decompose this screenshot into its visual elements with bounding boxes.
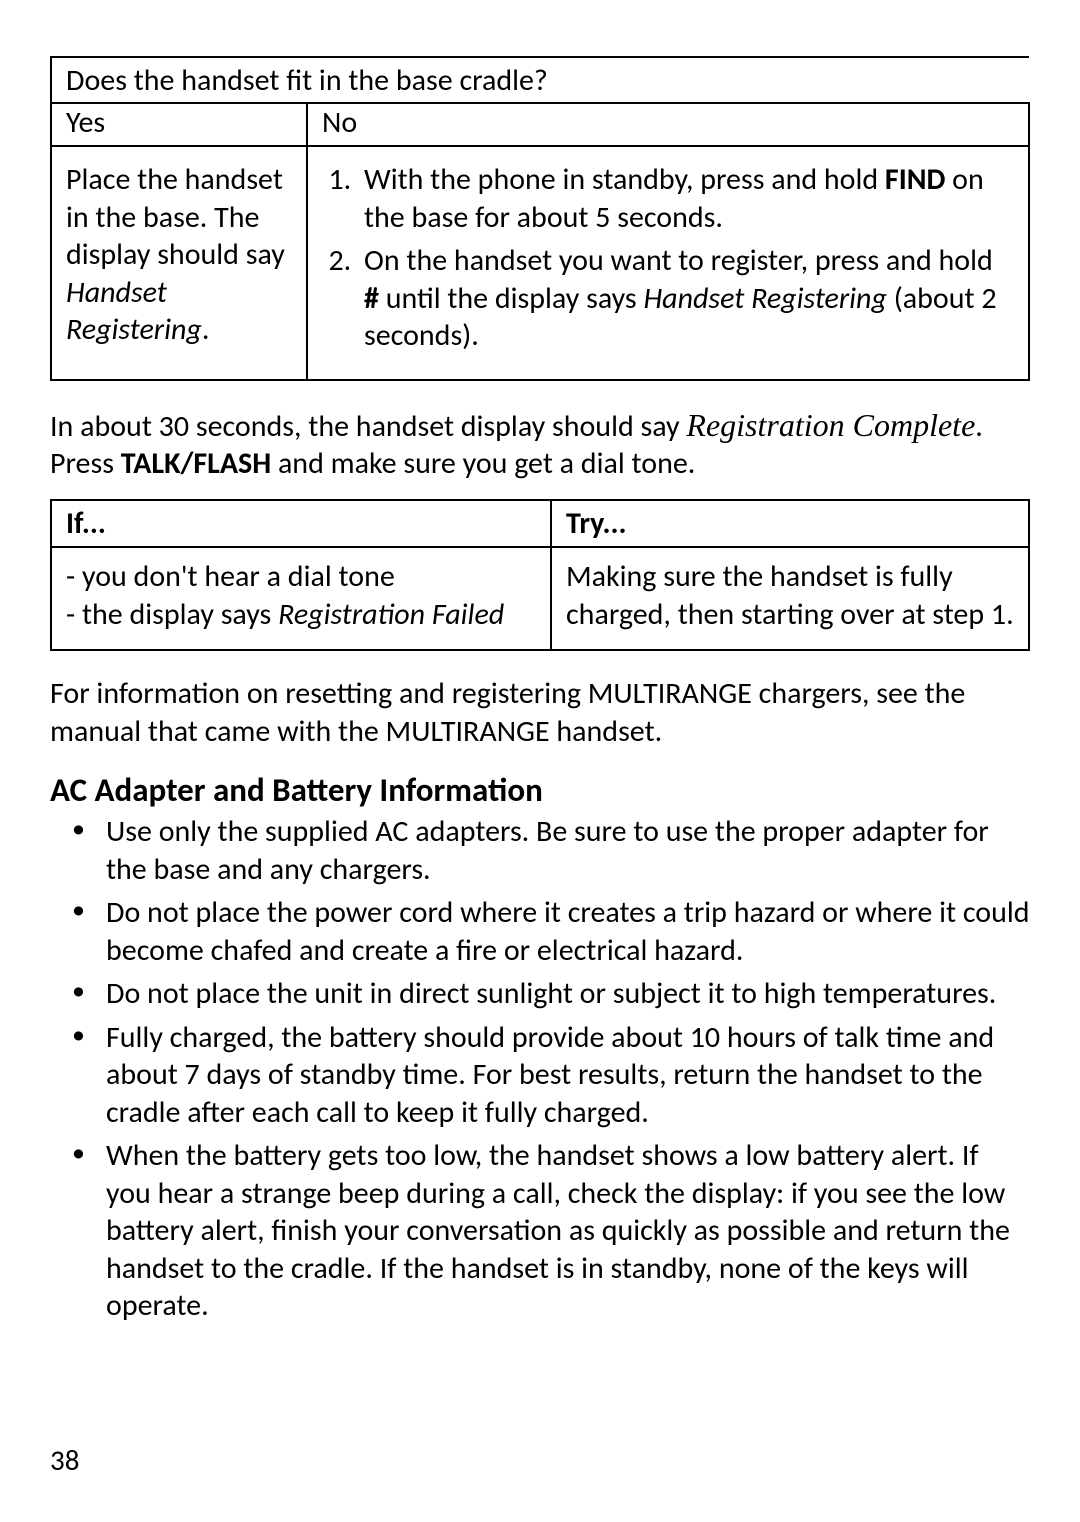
no-body-cell: With the phone in standby, press and hol… bbox=[307, 146, 1029, 380]
ac-adapter-bullets: Use only the supplied AC adapters. Be su… bbox=[50, 813, 1030, 1325]
yes-body-cell: Place the handset in the base. The displ… bbox=[51, 146, 307, 380]
bullet-3: Do not place the unit in direct sunlight… bbox=[50, 975, 1030, 1013]
try-cell: Making sure the handset is fully charged… bbox=[551, 547, 1029, 650]
bullet-4: Fully charged, the battery should provid… bbox=[50, 1019, 1030, 1132]
if-item-2: the display says Registration Failed bbox=[66, 596, 536, 634]
bullet-5: When the battery gets too low, the hands… bbox=[50, 1137, 1030, 1325]
no-step2-em: Handset Registering bbox=[643, 280, 886, 317]
midpara-em: Registration Complete bbox=[686, 407, 975, 443]
no-step-1: With the phone in standby, press and hol… bbox=[358, 161, 1014, 236]
registration-complete-para: In about 30 seconds, the handset display… bbox=[50, 405, 1030, 483]
bullet-2: Do not place the power cord where it cre… bbox=[50, 894, 1030, 969]
yes-header: Yes bbox=[51, 103, 307, 147]
yes-body-post: . bbox=[202, 311, 210, 348]
cradle-question: Does the handset fit in the base cradle? bbox=[51, 57, 1029, 103]
manual-page: Does the handset fit in the base cradle?… bbox=[0, 0, 1080, 1522]
cradle-question-text: Does the handset fit in the base cradle? bbox=[66, 62, 548, 99]
if-list: you don't hear a dial tone the display s… bbox=[66, 558, 536, 633]
if-try-table: If... Try... you don't hear a dial tone … bbox=[50, 499, 1030, 652]
no-step2-mid: until the display says bbox=[379, 280, 644, 317]
yes-body-em: Handset Registering bbox=[66, 274, 202, 349]
no-step-2: On the handset you want to register, pre… bbox=[358, 242, 1014, 355]
midpara-post: and make sure you get a dial tone. bbox=[271, 445, 695, 482]
multirange-note: For information on resetting and registe… bbox=[50, 675, 1030, 750]
midpara-bold: TALK/FLASH bbox=[121, 445, 271, 482]
no-step2-bold: # bbox=[364, 280, 379, 317]
yes-body-pre: Place the handset in the base. The displ… bbox=[66, 161, 285, 273]
midpara-pre: In about 30 seconds, the handset display… bbox=[50, 408, 686, 445]
no-step1-pre: With the phone in standby, press and hol… bbox=[364, 161, 885, 198]
ac-adapter-heading: AC Adapter and Battery Information bbox=[50, 770, 1030, 811]
if-header: If... bbox=[51, 500, 551, 548]
no-header: No bbox=[307, 103, 1029, 147]
try-header: Try... bbox=[551, 500, 1029, 548]
if-cell: you don't hear a dial tone the display s… bbox=[51, 547, 551, 650]
no-steps-list: With the phone in standby, press and hol… bbox=[322, 161, 1014, 355]
cradle-fit-table: Does the handset fit in the base cradle?… bbox=[50, 56, 1030, 381]
page-number: 38 bbox=[50, 1442, 79, 1478]
if-item2-pre: the display says bbox=[82, 596, 278, 633]
no-step1-bold: FIND bbox=[885, 161, 945, 198]
no-step2-pre: On the handset you want to register, pre… bbox=[364, 242, 993, 279]
bullet-1: Use only the supplied AC adapters. Be su… bbox=[50, 813, 1030, 888]
if-item2-em: Registration Failed bbox=[278, 596, 504, 633]
if-item-1: you don't hear a dial tone bbox=[66, 558, 536, 596]
